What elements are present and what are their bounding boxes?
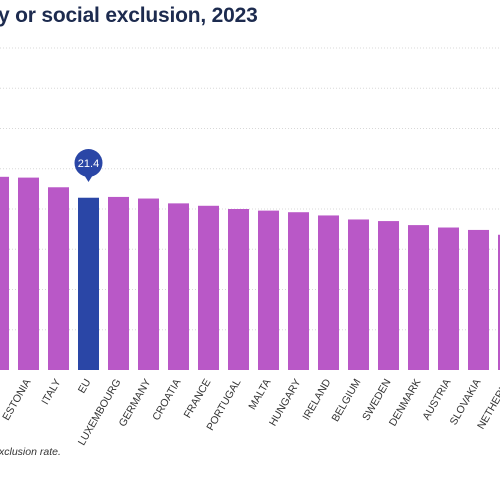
bar-belgium — [348, 219, 369, 370]
category-label: IRELAND — [300, 377, 333, 423]
category-label: AUSTRIA — [420, 377, 453, 422]
category-label: BELGIUM — [329, 377, 363, 424]
category-label: FRANCE — [182, 377, 214, 420]
category-label: SWEDEN — [360, 377, 393, 423]
bar-malta — [258, 210, 279, 370]
category-label: ESTONIA — [0, 377, 33, 423]
grid-lines — [0, 47, 500, 331]
category-labels: ESTONIA ITALY EULUXEMBOURGGERMANYCROATIAFR… — [0, 377, 500, 448]
bar-luxembourg — [108, 196, 129, 370]
category-label: EU — [76, 377, 94, 396]
bar-croatia — [168, 203, 189, 370]
bar-france — [198, 205, 219, 370]
bar-germany — [138, 198, 159, 370]
highlight-callout: 21.4 — [74, 149, 103, 182]
highlight-value-label: 21.4 — [78, 158, 99, 170]
highlight-bubble — [74, 149, 103, 177]
bars — [0, 176, 500, 370]
bar-ireland — [318, 215, 339, 370]
bar-sweden — [378, 221, 399, 370]
bar-portugal — [228, 209, 249, 370]
bar-hungary — [288, 212, 309, 370]
footnote: xclusion rate. — [0, 446, 61, 458]
bar-first — [0, 176, 9, 370]
bar-eu — [78, 197, 99, 370]
category-label: MALTA — [246, 377, 273, 412]
bar-austria — [438, 227, 459, 370]
category-label: ITALY — [39, 377, 63, 407]
category-label: CROATIA — [150, 377, 183, 423]
bar-italy — [48, 187, 69, 370]
bar-estonia — [18, 177, 39, 370]
bar-slovakia — [468, 229, 489, 370]
highlight-pointer — [83, 174, 94, 182]
bar-netherla — [498, 234, 500, 370]
chart-title: y or social exclusion, 2023 — [0, 4, 258, 27]
bar-denmark — [408, 225, 429, 370]
